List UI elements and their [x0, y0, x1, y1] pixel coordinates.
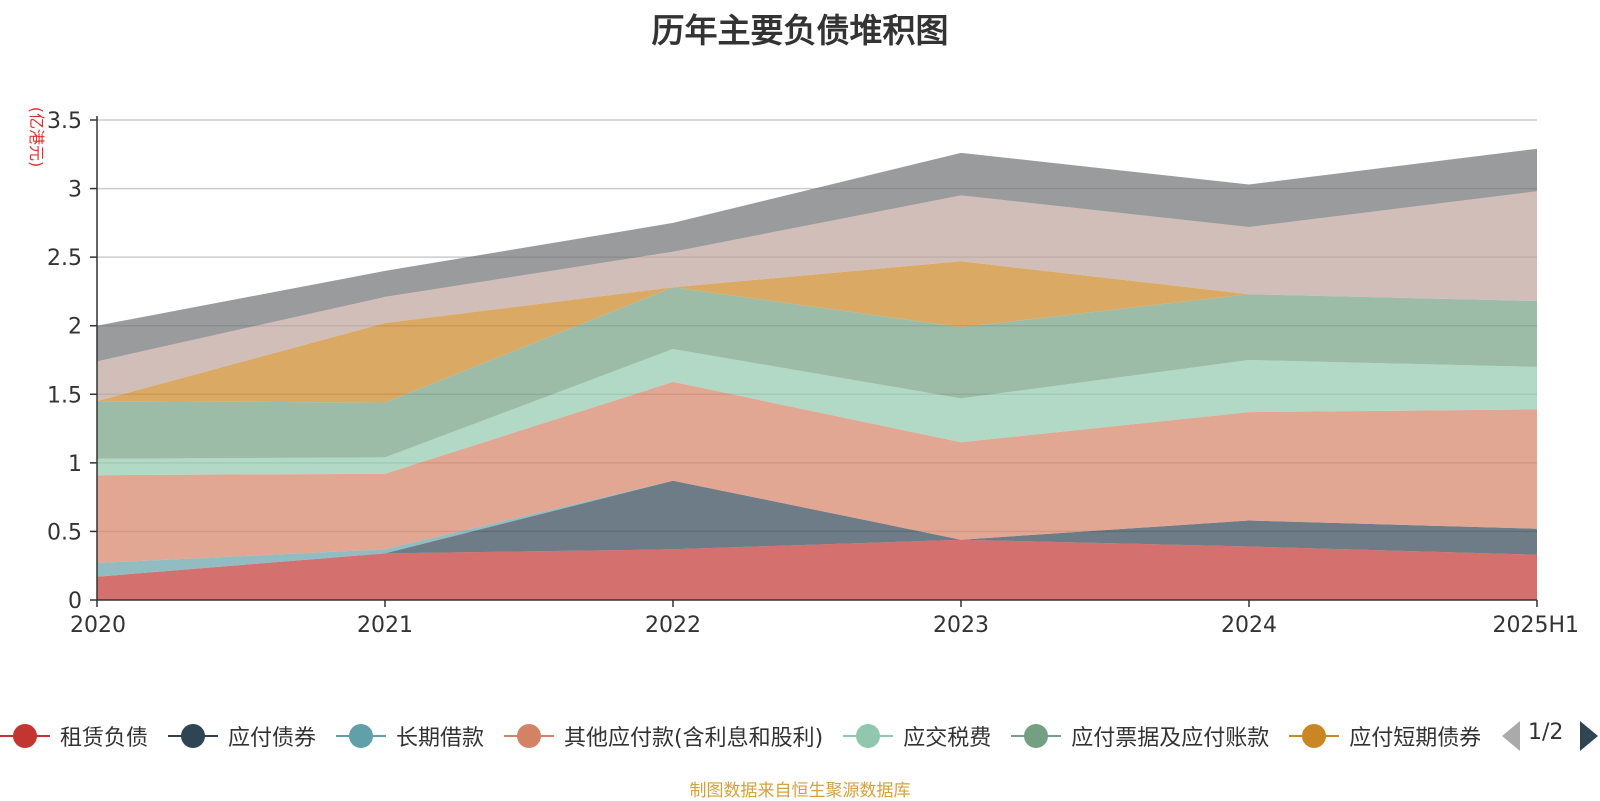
legend-label: 应付短期债券: [1349, 726, 1480, 751]
legend-marker-icon: [336, 721, 387, 751]
area-series-9[interactable]: [97, 148, 1537, 362]
legend-item[interactable]: 长期借款: [336, 716, 484, 756]
legend-label: 应付票据及应付账款: [1071, 726, 1270, 751]
legend-label: 应付债券: [228, 726, 317, 751]
area-series-2[interactable]: [97, 480, 1537, 577]
area-series-5[interactable]: [97, 349, 1537, 476]
source-note: 制图数据来自恒生聚源数据库: [689, 781, 911, 801]
legend-marker-icon: [504, 721, 555, 751]
y-tick-label: 3.5: [47, 109, 82, 134]
area-series-8[interactable]: [97, 191, 1537, 402]
legend-label: 长期借款: [396, 726, 485, 751]
area-layer: [97, 148, 1537, 600]
legend-marker-icon: [1289, 721, 1340, 751]
legend-label: 应交税费: [903, 726, 992, 751]
area-series-1[interactable]: [97, 539, 1537, 600]
y-tick-label: 2.5: [47, 246, 82, 271]
y-tick-label: 2: [68, 315, 82, 340]
y-tick-label: 1.5: [47, 383, 82, 408]
x-tick-label: 2020: [70, 613, 126, 638]
legend-item[interactable]: 应交税费: [843, 716, 991, 756]
area-series-4[interactable]: [97, 381, 1537, 563]
legend-marker-icon: [1011, 721, 1062, 751]
y-axis-label: (亿港元): [27, 107, 46, 168]
area-series-7[interactable]: [97, 261, 1537, 403]
pager-next-icon[interactable]: [1580, 721, 1598, 751]
legend-marker-icon: [843, 721, 894, 751]
x-tick-label: 2022: [645, 613, 701, 638]
pager-page-text: 1/2: [1528, 720, 1564, 745]
legend-marker-icon: [0, 721, 50, 751]
y-tick-label: 0.5: [47, 520, 82, 545]
legend-marker-icon: [168, 721, 219, 751]
x-tick-label: 2025H1: [1492, 613, 1579, 638]
legend-item[interactable]: 其他应付款(含利息和股利): [504, 716, 823, 756]
x-tick-label: 2024: [1221, 613, 1277, 638]
pager-prev-icon[interactable]: [1502, 721, 1520, 751]
legend-label: 其他应付款(含利息和股利): [564, 726, 824, 751]
area-series-6[interactable]: [97, 287, 1537, 459]
x-tick-label: 2023: [933, 613, 989, 638]
legend-label: 租赁负债: [60, 726, 149, 751]
chart-title: 历年主要负债堆积图: [651, 11, 949, 50]
legend-item[interactable]: 应付债券: [168, 716, 316, 756]
y-tick-label: 1: [68, 452, 82, 477]
legend: 租赁负债 应付债券 长期借款 其他应付款(含利息和股利) 应交税费 应付票据及应付账款 应付…: [0, 716, 1480, 756]
y-tick-label: 0: [68, 589, 82, 614]
legend-item[interactable]: 租赁负债: [0, 716, 148, 756]
axis-layer: 0 0.5 1 1.5 2 2.5 3 3.5 2020 2021 2022 2023 2024 2025…: [27, 107, 1579, 638]
y-tick-label: 3: [68, 178, 82, 203]
legend-item[interactable]: 应付票据及应付账款: [1011, 716, 1269, 756]
x-tick-label: 2021: [357, 613, 413, 638]
legend-item[interactable]: 应付短期债券: [1289, 716, 1480, 756]
legend-track: 租赁负债 应付债券 长期借款 其他应付款(含利息和股利) 应交税费 应付票据及应付账款 应付…: [0, 716, 1480, 756]
legend-pager: 1/2: [1500, 716, 1600, 756]
